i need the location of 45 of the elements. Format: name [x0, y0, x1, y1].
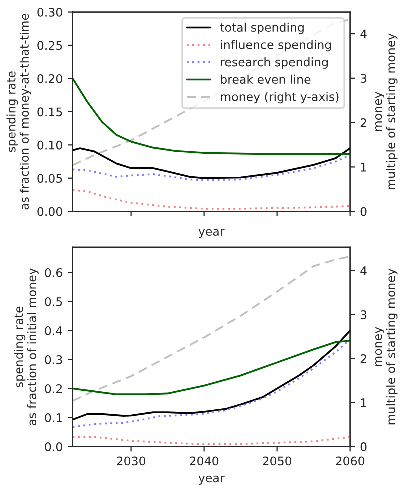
y-axis-title: spending rate as fraction of initial money	[14, 268, 39, 426]
legend-label: influence spending	[221, 40, 332, 52]
y-tick-label: 0.0	[45, 442, 62, 452]
legend-label: total spending	[220, 22, 304, 34]
y2-tick-label: 2	[360, 354, 366, 364]
y2-tick-label: 1	[361, 398, 366, 408]
y-tick-label: 0.20	[38, 74, 62, 84]
legend-label: research spending	[221, 58, 328, 69]
line-series	[72, 148, 350, 180]
y2-tick-label: 3	[360, 74, 367, 84]
y2-tick-label: 1	[361, 163, 366, 172]
y-tick-label: 0.5	[45, 297, 62, 306]
line-series	[72, 340, 350, 396]
y-tick-label: 0.6	[45, 268, 62, 278]
y2-tick-label: 2	[360, 118, 366, 128]
line-series	[72, 330, 350, 421]
y-tick-label: 0.10	[38, 140, 62, 150]
line-series	[72, 338, 350, 428]
line-series	[72, 256, 350, 402]
y-tick-label: 0.4	[45, 326, 63, 336]
y-tick-label: 0.15	[38, 108, 62, 117]
y-tick-label: 0.1	[45, 414, 62, 422]
y-tick-label: 0.05	[38, 174, 62, 184]
y2-tick-label: 3	[360, 310, 367, 320]
y-tick-label: 0.30	[38, 8, 62, 17]
y-tick-label: 0.2	[45, 384, 62, 394]
y2-axis-title: money multiple of starting money	[375, 34, 398, 190]
x-tick-label: 2060	[336, 456, 365, 466]
y-tick-label: 0.25	[38, 41, 62, 50]
x-tick-label: 2050	[263, 456, 292, 466]
y-axis-title: spending rate as fraction of money-at-that-time	[6, 14, 32, 210]
x-axis-title: year	[198, 476, 225, 485]
y2-axis-title: money multiple of starting money	[375, 268, 398, 425]
y-tick-label: 0.3	[45, 355, 62, 364]
line-series	[72, 189, 350, 210]
x-tick-label: 2030	[117, 456, 146, 466]
y2-tick-label: 4	[360, 266, 367, 276]
legend-label: break even line	[221, 74, 311, 84]
y2-tick-label: 0	[360, 207, 367, 216]
legend-label: money (right y-axis)	[221, 92, 339, 104]
y2-tick-label: 4	[360, 30, 367, 39]
y2-tick-label: 0	[360, 442, 367, 452]
y-tick-label: 0.00	[38, 207, 62, 216]
x-axis-title: year	[198, 229, 225, 238]
x-tick-label: 2040	[190, 456, 219, 466]
